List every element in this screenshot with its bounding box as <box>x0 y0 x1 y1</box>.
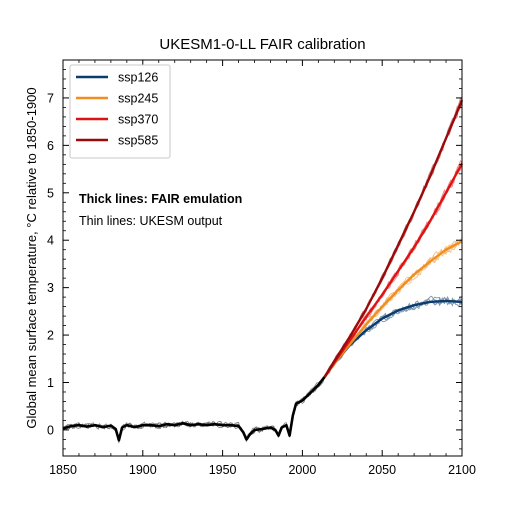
plot-frame <box>62 59 463 457</box>
x-tick-label: 1900 <box>129 463 157 477</box>
ssp245-line <box>323 240 463 378</box>
annotation-thin: Thin lines: UKESM output <box>79 214 223 228</box>
y-tick-label: 6 <box>47 139 54 153</box>
thick-lines-layer <box>62 99 464 442</box>
legend-label-ssp245: ssp245 <box>118 92 158 106</box>
legend: ssp126 ssp245 ssp370 ssp585 <box>69 64 171 159</box>
historical-thin-line <box>62 376 326 443</box>
ssp585-thin-line <box>324 100 463 378</box>
y-tick-label: 1 <box>47 376 54 390</box>
historical-thin-line <box>62 376 325 442</box>
ssp126-thin-line <box>324 295 463 378</box>
legend-label-ssp126: ssp126 <box>118 71 158 85</box>
legend-box <box>69 64 171 159</box>
ssp370-line <box>323 162 464 378</box>
ssp585-thin-line <box>324 96 463 377</box>
y-tick-label: 4 <box>47 234 54 248</box>
x-tick-label: 2100 <box>448 463 476 477</box>
y-tick-label: 7 <box>47 91 54 105</box>
x-tick-label: 2050 <box>368 463 396 477</box>
axes: 1850 1900 1950 2000 2050 2100 0 1 2 3 4 5 6 7 <box>47 59 476 477</box>
y-axis-label: Global mean surface temperature, °C rela… <box>24 87 39 428</box>
y-tick-label: 3 <box>47 281 54 295</box>
historical-line <box>62 376 326 442</box>
ssp126-thin-line <box>324 295 463 376</box>
historical-thin-line <box>62 376 326 444</box>
y-tick-label: 0 <box>47 423 54 437</box>
historical-thin-line <box>62 376 325 443</box>
annotation-thick: Thick lines: FAIR emulation <box>79 192 242 206</box>
ssp585-line <box>323 99 464 378</box>
x-tick-label: 2000 <box>288 463 316 477</box>
chart-title: UKESM1-0-LL FAIR calibration <box>159 36 365 53</box>
y-tick-label: 5 <box>47 186 54 200</box>
y-tick-label: 2 <box>47 329 54 343</box>
x-tick-label: 1850 <box>49 463 77 477</box>
legend-label-ssp585: ssp585 <box>118 134 158 148</box>
ssp585-thin-line <box>324 102 463 378</box>
ssp126-thin-line <box>324 296 463 376</box>
x-tick-label: 1950 <box>209 463 237 477</box>
legend-label-ssp370: ssp370 <box>118 113 158 127</box>
ssp126-line <box>323 299 463 378</box>
ssp245-thin-line <box>324 238 463 377</box>
ssp585-thin-line <box>324 97 463 376</box>
